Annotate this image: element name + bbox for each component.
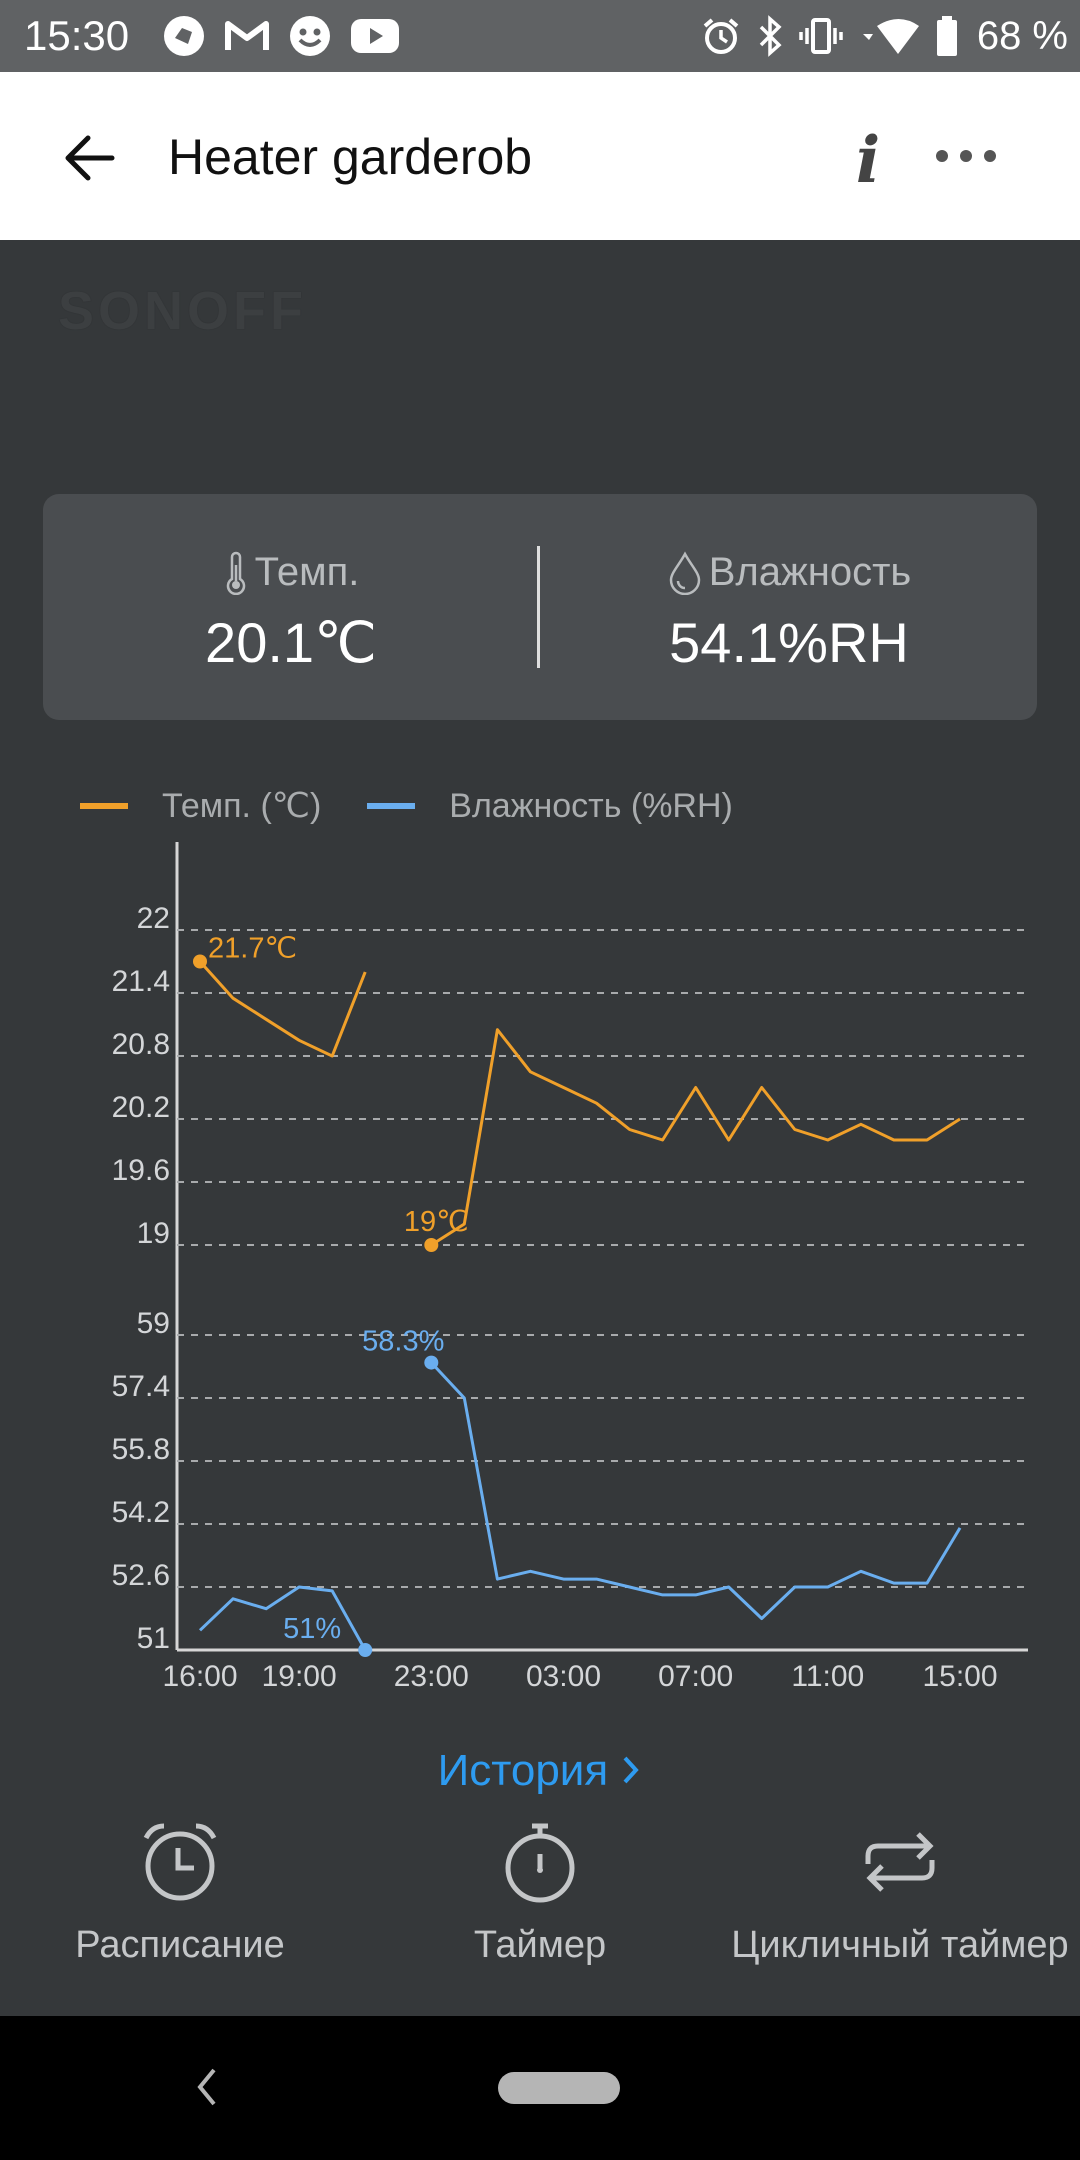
temperature-annotation: 21.7℃ (208, 933, 297, 965)
alarm-clock-icon (143, 1823, 217, 1901)
humidity-annotation: 51% (283, 1613, 341, 1645)
more-options-icon[interactable] (934, 144, 998, 168)
temperature-label: Темп. (254, 550, 360, 594)
temperature-reading: Темп. 20.1℃ (43, 494, 539, 720)
x-tick-label: 15:00 (922, 1660, 997, 1693)
device-title: Heater garderob (168, 129, 533, 185)
legend-temperature[interactable]: Темп. (℃) (80, 786, 321, 826)
thermometer-icon (226, 551, 245, 595)
cycle-timer-action[interactable]: Цикличный таймер (720, 1820, 1080, 1967)
nav-home-pill[interactable] (498, 2072, 620, 2104)
gmail-icon (225, 21, 269, 50)
x-tick-label: 16:00 (162, 1660, 237, 1693)
status-bar: 15:30 68 % (0, 0, 1080, 72)
vibrate-icon (799, 18, 843, 54)
schedule-label: Расписание (75, 1924, 285, 1966)
temperature-line-segment (430, 1028, 961, 1247)
y-tick-label: 51 (137, 1622, 170, 1655)
card-divider (537, 546, 540, 668)
y-tick-label: 20.2 (112, 1091, 170, 1124)
history-link-label: История (437, 1746, 609, 1795)
legend-temperature-label: Темп. (℃) (162, 787, 322, 825)
timer-action[interactable]: Таймер (420, 1820, 660, 1967)
back-arrow-icon[interactable] (60, 128, 120, 188)
y-tick-label: 19.6 (112, 1154, 170, 1187)
y-tick-label: 52.6 (112, 1559, 170, 1592)
y-tick-label: 20.8 (112, 1028, 170, 1061)
humidity-line-segment (198, 1585, 367, 1651)
y-tick-label: 19 (137, 1217, 170, 1250)
bottom-actions: Расписание Таймер Цикличный таймер (0, 1820, 1080, 2000)
humidity-annotation: 58.3% (362, 1326, 444, 1358)
schedule-action[interactable]: Расписание (60, 1820, 300, 1967)
readings-card: Темп. 20.1℃ Влажность 54.1%RH (43, 494, 1037, 720)
repeat-icon (865, 1832, 935, 1892)
app-bar: Heater garderob i (0, 72, 1080, 240)
y-tick-label: 21.4 (112, 965, 170, 998)
y-tick-label: 55.8 (112, 1433, 170, 1466)
humidity-marker (358, 1643, 373, 1657)
temperature-annotation: 19℃ (404, 1206, 469, 1238)
bluetooth-icon (759, 15, 782, 57)
x-tick-label: 03:00 (526, 1660, 601, 1693)
sonoff-logo: SONOFF (58, 281, 307, 341)
legend-humidity-label: Влажность (%RH) (449, 786, 733, 825)
y-tick-label: 22 (137, 902, 170, 935)
info-glyph: i (856, 124, 880, 190)
nav-back-icon[interactable] (192, 2062, 222, 2112)
cycle-timer-label: Цикличный таймер (731, 1924, 1069, 1966)
x-tick-label: 19:00 (262, 1660, 337, 1693)
timer-label: Таймер (473, 1924, 607, 1966)
alarm-icon (703, 18, 739, 54)
y-tick-label: 57.4 (112, 1370, 170, 1403)
humidity-marker (424, 1355, 439, 1370)
humidity-value: 54.1%RH (669, 611, 909, 674)
humidity-reading: Влажность 54.1%RH (541, 494, 1037, 720)
chevron-right-icon (623, 1756, 640, 1784)
history-chart[interactable]: 19 19.6 20.2 20.8 21.4 22 21.7℃ 19℃ 51 52.6 54.2 55… (0, 820, 1080, 1700)
wifi-icon (862, 19, 919, 54)
system-nav-bar (0, 2016, 1080, 2160)
legend-humidity-swatch (367, 803, 416, 809)
stopwatch-icon (505, 1823, 575, 1903)
humidity-line-segment (430, 1361, 962, 1620)
history-link[interactable]: История (0, 1746, 1080, 1796)
x-tick-label: 11:00 (791, 1660, 864, 1693)
x-tick-label: 23:00 (394, 1660, 469, 1693)
app-icon (164, 16, 204, 56)
youtube-icon (351, 19, 399, 53)
humidity-label: Влажность (708, 550, 912, 594)
status-time: 15:30 (24, 12, 130, 59)
temperature-value: 20.1℃ (205, 611, 377, 674)
battery-percent: 68 % (976, 13, 1068, 58)
temperature-marker (424, 1238, 439, 1252)
battery-icon (936, 16, 957, 56)
legend-temperature-swatch (80, 803, 128, 809)
y-tick-label: 54.2 (112, 1496, 170, 1529)
emoji-icon (290, 16, 330, 56)
chart-legend: Темп. (℃) Влажность (%RH) (80, 786, 779, 826)
x-tick-label: 07:00 (658, 1660, 733, 1693)
info-icon[interactable]: i (848, 124, 888, 190)
droplet-icon (669, 550, 700, 595)
legend-humidity[interactable]: Влажность (%RH) (367, 787, 733, 826)
temperature-marker (193, 954, 207, 969)
temperature-line-segment (198, 960, 367, 1058)
y-tick-label: 59 (137, 1307, 170, 1340)
